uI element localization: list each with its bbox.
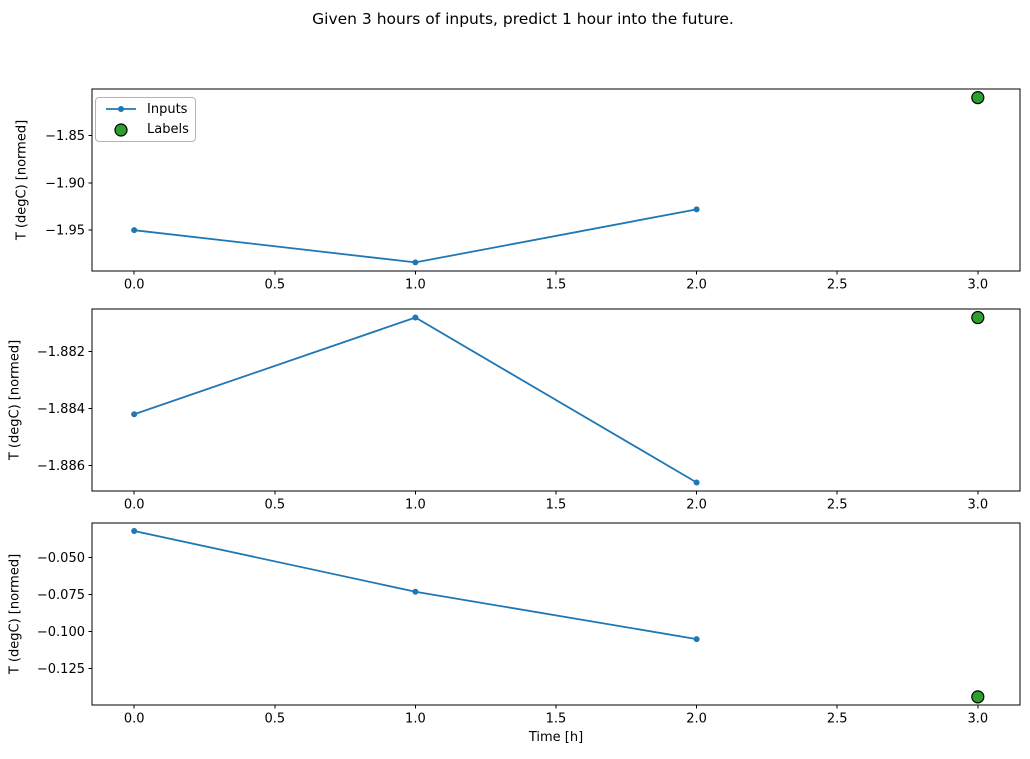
legend-label-inputs: Inputs: [147, 101, 188, 117]
inputs-line-icon: [106, 106, 136, 113]
y-tick-label: −1.884: [37, 402, 85, 417]
legend-entry-inputs: Inputs: [96, 100, 195, 119]
inputs-marker-sample: [118, 106, 124, 113]
legend-entry-labels: Labels: [96, 120, 195, 139]
x-tick-label: 3.0: [967, 712, 988, 727]
y-tick-label: −0.100: [37, 625, 85, 640]
inputs-marker: [131, 227, 138, 234]
x-tick-label: 1.0: [405, 278, 426, 293]
subplot-3-frame: [91, 522, 1021, 706]
y-tick-label: −1.90: [45, 176, 85, 191]
x-tick-label: 0.0: [124, 712, 145, 727]
figure-title: Given 3 hours of inputs, predict 1 hour …: [312, 10, 734, 28]
legend: Inputs Labels: [95, 97, 196, 142]
inputs-marker: [131, 411, 138, 418]
inputs-marker: [412, 259, 419, 266]
inputs-marker: [412, 588, 419, 595]
inputs-marker: [693, 206, 700, 213]
inputs-line: [134, 208, 697, 264]
x-tick-label: 2.5: [827, 278, 848, 293]
x-tick-label: 2.0: [686, 498, 707, 513]
x-tick-label: 2.5: [827, 498, 848, 513]
inputs-marker: [131, 527, 138, 534]
y-axis-label: T (degC) [normed]: [7, 339, 23, 461]
x-tick-label: 1.5: [546, 278, 567, 293]
x-tick-label: 0.5: [264, 712, 285, 727]
x-tick-label: 3.0: [967, 498, 988, 513]
y-axis-label: T (degC) [normed]: [7, 553, 23, 675]
x-tick-label: 1.5: [546, 498, 567, 513]
y-tick-label: −1.886: [37, 459, 85, 474]
y-tick-label: −0.075: [37, 588, 85, 603]
labels-circle-icon: [114, 123, 128, 137]
x-tick-label: 0.5: [264, 278, 285, 293]
x-tick-label: 1.5: [546, 712, 567, 727]
inputs-marker: [693, 479, 700, 486]
y-tick-label: −1.882: [37, 345, 85, 360]
y-tick-label: −0.125: [37, 662, 85, 677]
legend-label-labels: Labels: [147, 122, 189, 138]
x-tick-label: 0.5: [264, 498, 285, 513]
inputs-marker: [693, 636, 700, 643]
y-axis-label: T (degC) [normed]: [14, 119, 30, 241]
x-tick-label: 0.0: [124, 498, 145, 513]
inputs-line: [133, 316, 698, 484]
x-tick-label: 1.0: [405, 712, 426, 727]
x-tick-label: 2.0: [686, 712, 707, 727]
labels-point: [971, 310, 985, 325]
x-tick-label: 1.0: [405, 498, 426, 513]
subplot-1-frame: [91, 88, 1021, 272]
y-tick-label: −1.95: [45, 224, 85, 239]
x-tick-label: 0.0: [124, 278, 145, 293]
labels-point-sample: [114, 123, 128, 137]
y-tick-label: −0.050: [37, 551, 85, 566]
x-tick-label: 2.0: [686, 278, 707, 293]
labels-point: [971, 690, 985, 704]
inputs-line: [133, 530, 697, 640]
x-axis-label: Time [h]: [528, 730, 584, 745]
y-tick-label: −1.85: [45, 129, 85, 144]
labels-point: [971, 91, 985, 105]
inputs-marker: [412, 314, 419, 321]
x-tick-label: 2.5: [827, 712, 848, 727]
x-tick-label: 3.0: [967, 278, 988, 293]
